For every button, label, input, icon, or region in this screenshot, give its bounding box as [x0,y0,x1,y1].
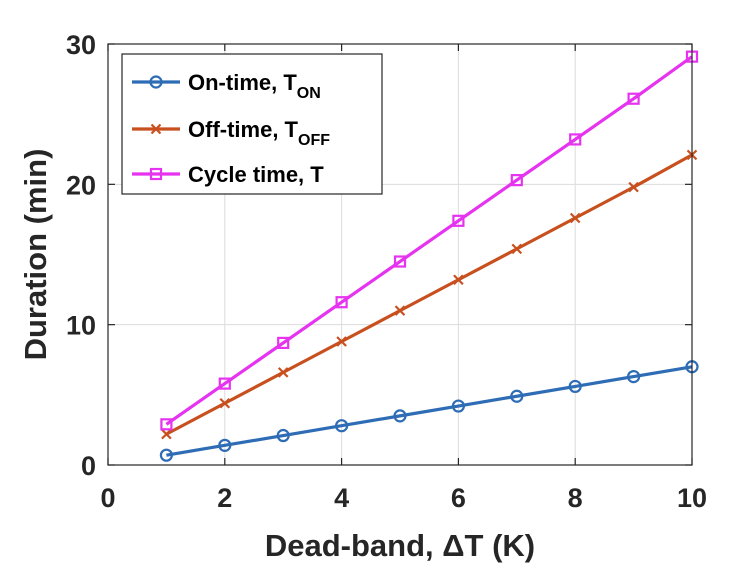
y-tick-label: 10 [66,311,96,341]
axes-box [107,43,693,466]
legend-label-text: On-time, T [188,70,297,95]
y-tick-label: 0 [81,451,96,481]
data-point [277,367,289,378]
data-point [218,438,232,452]
data-point [627,92,640,105]
data-point [276,428,290,443]
legend-marker [149,167,163,181]
legend-label: Cycle time, T [188,162,324,187]
data-point [510,389,524,403]
data-point [336,336,347,347]
data-point [277,336,290,350]
legend-label-text: Off-time, T [188,117,299,142]
axis-ticks: 0 2 4 6 8 10 0 10 20 30 [66,30,707,513]
data-point [569,133,582,146]
data-point [569,212,581,224]
data-point [160,418,173,431]
legend-label-subscript: OFF [298,132,330,149]
data-point [394,305,406,316]
y-axis-label: Duration (min) [18,149,53,361]
data-point [510,174,523,187]
legend-item: On-time, TON [132,70,321,102]
series-line [166,365,693,457]
legend-label-subscript: ON [297,85,321,102]
data-point [626,369,641,384]
legend: On-time, TON Off-time, TOFF Cycle time, T [121,53,383,195]
legend-label-text: Cycle time, T [188,162,324,187]
x-tick-label: 6 [451,483,466,513]
x-tick-label: 10 [677,483,707,513]
data-point [453,274,464,286]
legend-marker [149,75,163,89]
data-point [393,409,407,423]
legend-label: Off-time, TOFF [188,117,330,149]
data-point [159,448,173,462]
data-point [393,255,407,268]
legend-item: Off-time, TOFF [132,117,330,149]
data-point [451,399,465,413]
x-axis-label: Dead-band, ΔT (K) [265,528,535,563]
data-point [452,214,465,227]
legend-box [121,53,383,195]
x-tick-label: 0 [100,483,115,513]
data-point [628,181,639,193]
series-line [165,153,693,436]
data-point [335,419,349,433]
data-point [161,428,172,440]
data-point [219,397,231,409]
data-point [218,377,231,390]
legend-item: Cycle time, T [132,162,324,187]
data-point [511,243,523,255]
y-tick-label: 30 [66,30,96,60]
series-line [165,55,693,426]
data-point [335,296,348,309]
data-point [568,379,582,394]
x-tick-label: 2 [217,483,232,513]
series-1 [159,360,699,462]
x-tick-label: 4 [334,483,349,513]
legend-marker [150,123,162,135]
x-tick-label: 8 [568,483,583,513]
y-tick-label: 20 [66,170,96,200]
series-layer [159,50,699,462]
legend-label: On-time, TON [188,70,321,102]
